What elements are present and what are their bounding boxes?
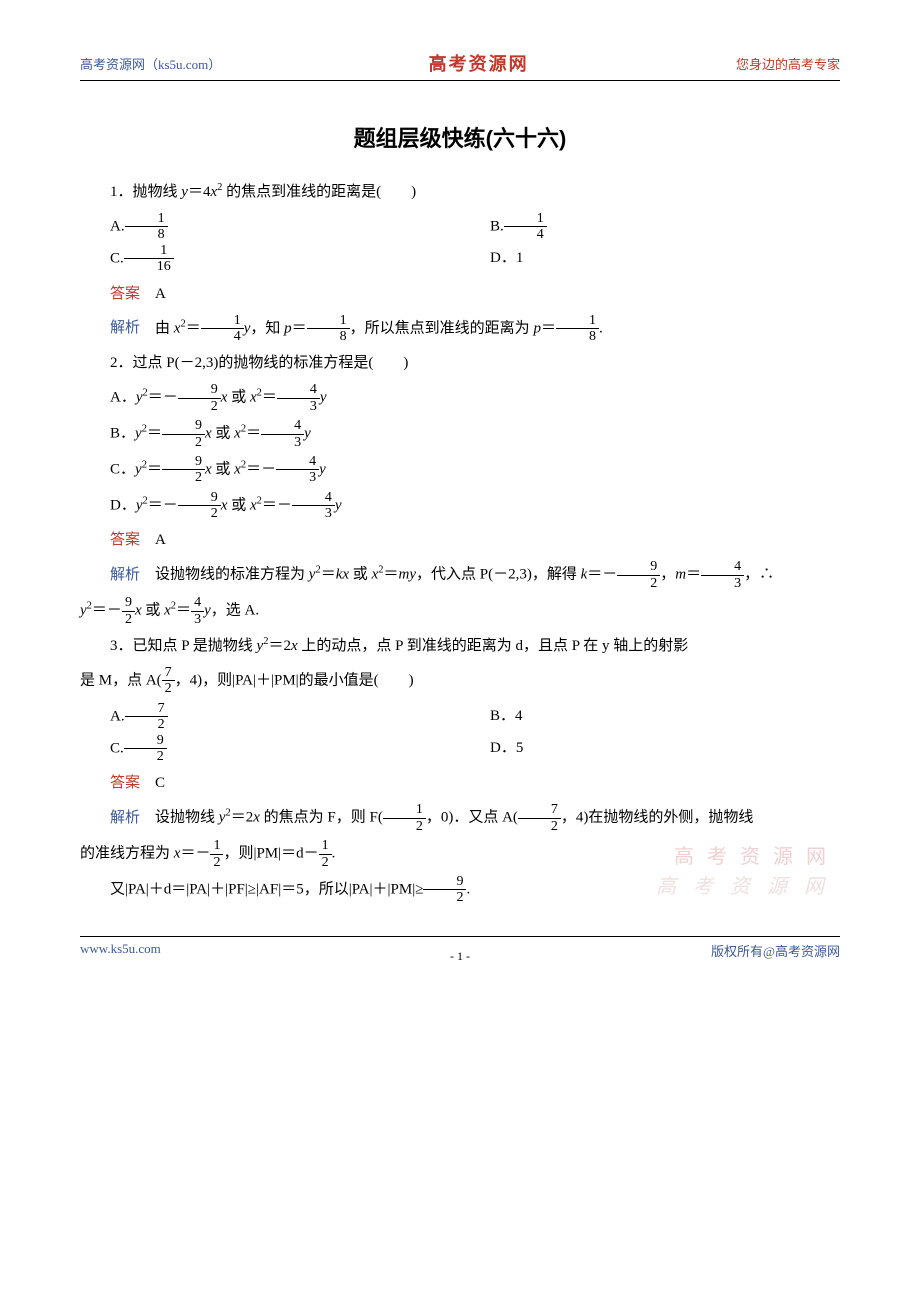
q1-answer: 答案A [80, 279, 840, 309]
q3-explain-1: 解析设抛物线 y2＝2x 的焦点为 F，则 F(12，0)．又点 A(72，4)… [80, 802, 840, 834]
q1-options-row1: A.18 B.14 [80, 211, 840, 243]
q3-optD: D．5 [460, 733, 840, 765]
header-left: 高考资源网（ks5u.com） [80, 54, 221, 73]
q3-optB: B．4 [460, 701, 840, 733]
page-container: 高考资源网（ks5u.com） 高考资源网 您身边的高考专家 题组层级快练(六十… [0, 0, 920, 990]
q1-optD: D．1 [460, 243, 840, 275]
q1-optC: C.116 [80, 243, 460, 275]
q1-optB: B.14 [460, 211, 840, 243]
q2-optD: D．y2＝－92x 或 x2＝－43y [80, 490, 840, 522]
q2-optC: C．y2＝92x 或 x2＝－43y [80, 454, 840, 486]
q3-stem-2: 是 M，点 A(72，4)，则|PA|＋|PM|的最小值是( ) [80, 665, 840, 697]
q2-explain-1: 解析设抛物线的标准方程为 y2＝kx 或 x2＝my，代入点 P(－2,3)，解… [80, 559, 840, 591]
q3-optA: A.72 [80, 701, 460, 733]
q3-options-row2: C.92 D．5 [80, 733, 840, 765]
q1-explain: 解析由 x2＝14y，知 p＝18，所以焦点到准线的距离为 p＝18. [80, 313, 840, 345]
q2-optB: B．y2＝92x 或 x2＝43y [80, 418, 840, 450]
page-footer: www.ks5u.com - 1 - 版权所有@高考资源网 [80, 936, 840, 960]
q3-explain-3: 又|PA|＋d＝|PA|＋|PF|≥|AF|＝5，所以|PA|＋|PM|≥92. [80, 874, 840, 906]
footer-page-number: - 1 - [450, 949, 470, 964]
q2-optA: A．y2＝－92x 或 x2＝43y [80, 382, 840, 414]
q3-optC: C.92 [80, 733, 460, 765]
footer-right: 版权所有@高考资源网 [711, 941, 840, 960]
page-header: 高考资源网（ks5u.com） 高考资源网 您身边的高考专家 [80, 50, 840, 81]
footer-left: www.ks5u.com [80, 941, 161, 960]
document-title: 题组层级快练(六十六) [80, 121, 840, 153]
header-center-logo: 高考资源网 [429, 50, 529, 76]
q3-stem-1: 3．已知点 P 是抛物线 y2＝2x 上的动点，点 P 到准线的距离为 d，且点… [80, 631, 840, 661]
q2-answer: 答案A [80, 525, 840, 555]
q1-optA: A.18 [80, 211, 460, 243]
q1-options-row2: C.116 D．1 [80, 243, 840, 275]
q3-options-row1: A.72 B．4 [80, 701, 840, 733]
q3-answer: 答案C [80, 768, 840, 798]
header-right: 您身边的高考专家 [736, 54, 840, 73]
document-body: 1．抛物线 y＝4x2 的焦点到准线的距离是( ) A.18 B.14 C.11… [80, 177, 840, 906]
q2-explain-2: y2＝－92x 或 x2＝43y，选 A. [80, 595, 840, 627]
q2-stem: 2．过点 P(－2,3)的抛物线的标准方程是( ) [80, 348, 840, 378]
q3-explain-2: 的准线方程为 x＝－12，则|PM|＝d－12. [80, 838, 840, 870]
q1-stem: 1．抛物线 y＝4x2 的焦点到准线的距离是( ) [80, 177, 840, 207]
